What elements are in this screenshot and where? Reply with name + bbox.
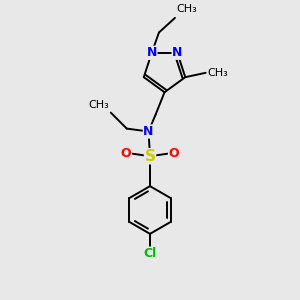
Text: CH₃: CH₃ — [88, 100, 109, 110]
Text: CH₃: CH₃ — [207, 68, 228, 78]
Text: N: N — [143, 125, 154, 138]
Text: N: N — [172, 46, 182, 59]
Text: O: O — [121, 147, 131, 160]
Text: O: O — [169, 147, 179, 160]
Text: Cl: Cl — [143, 247, 157, 260]
Text: S: S — [145, 149, 155, 164]
Text: CH₃: CH₃ — [176, 4, 197, 14]
Text: N: N — [146, 46, 157, 59]
